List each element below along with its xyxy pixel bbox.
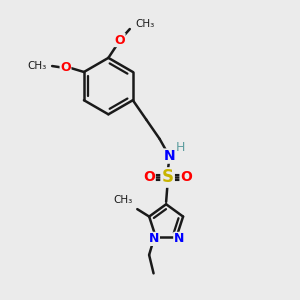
- Text: H: H: [176, 141, 185, 154]
- Text: CH₃: CH₃: [136, 19, 155, 29]
- Text: O: O: [114, 34, 125, 46]
- Text: CH₃: CH₃: [114, 195, 133, 205]
- Text: O: O: [143, 170, 155, 184]
- Text: N: N: [149, 232, 159, 245]
- Text: N: N: [174, 232, 184, 245]
- Text: S: S: [162, 169, 174, 187]
- Text: O: O: [60, 61, 71, 74]
- Text: CH₃: CH₃: [28, 61, 47, 71]
- Text: O: O: [180, 170, 192, 184]
- Text: N: N: [163, 149, 175, 163]
